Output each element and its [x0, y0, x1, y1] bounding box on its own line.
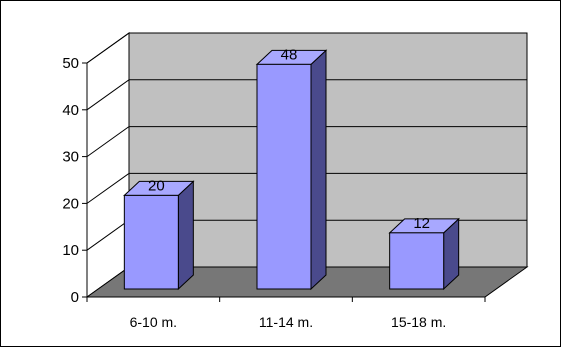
bar-side [310, 49, 327, 291]
gridline-side [86, 126, 130, 158]
data-label: 12 [413, 215, 430, 232]
category-label: 6-10 m. [130, 314, 177, 330]
bar-3 [388, 217, 460, 291]
y-tick-label: 40 [62, 102, 79, 119]
bar-1 [123, 180, 195, 291]
bar-front [389, 232, 445, 290]
y-tick-label: 30 [62, 149, 79, 166]
gridline-side [86, 32, 130, 64]
data-label: 48 [281, 46, 298, 63]
bar-front [123, 194, 179, 290]
bar-2 [255, 49, 328, 291]
category-label: 11-14 m. [259, 314, 313, 330]
gridlines [86, 32, 527, 251]
axes [82, 62, 486, 302]
gridline-side [86, 172, 130, 204]
data-label: 20 [148, 177, 165, 194]
category-label: 15-18 m. [391, 314, 446, 330]
bars [123, 49, 460, 291]
y-tick-label: 0 [71, 289, 79, 306]
gridline-side [86, 219, 130, 251]
y-tick-label: 10 [62, 242, 79, 259]
bar-side [177, 180, 194, 291]
side-wall [86, 32, 130, 298]
y-tick-label: 50 [62, 55, 79, 72]
y-tick-label: 20 [62, 195, 79, 212]
labels: 0 10 20 30 40 50 20 6-10 m. 48 11-14 m. 12 15-18 m. [62, 46, 446, 330]
bar-front [256, 63, 312, 290]
gridline-side [86, 79, 130, 111]
